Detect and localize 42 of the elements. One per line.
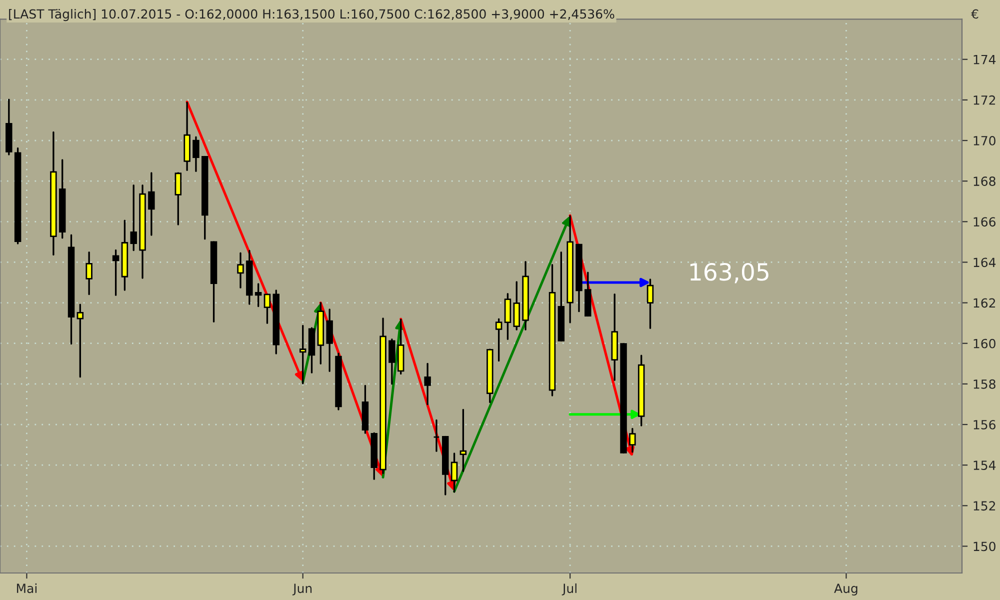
x-tick-label: Mai: [16, 583, 37, 594]
candlestick: [646, 278, 654, 329]
y-tick-label: 150: [974, 542, 996, 552]
y-tick-label: 174: [974, 55, 996, 64]
candlestick: [237, 252, 244, 288]
candlestick: [76, 304, 84, 378]
y-tick-label: 172: [974, 95, 996, 105]
candlestick: [326, 308, 333, 372]
y-axis-title: €: [971, 9, 978, 19]
candlestick: [148, 172, 155, 236]
y-tick-label: 166: [974, 217, 996, 227]
candlestick: [130, 184, 137, 252]
candlestick: [192, 136, 200, 172]
candlestick: [513, 281, 520, 330]
y-tick-label: 170: [974, 136, 996, 146]
candlestick: [460, 408, 467, 472]
y-tick-label: 156: [974, 420, 996, 430]
candlestick: [504, 293, 512, 340]
candlestick: [388, 338, 396, 385]
candlestick: [174, 172, 182, 226]
candlestick: [264, 294, 271, 324]
candlestick: [495, 318, 502, 362]
candlestick: [433, 419, 440, 452]
candlestick: [112, 249, 120, 296]
x-tick-label: Jul: [562, 583, 576, 596]
candlestick: [424, 362, 431, 406]
candlestick: [254, 283, 262, 308]
x-tick-label: Jun: [292, 584, 312, 596]
y-tick-label: 158: [974, 379, 996, 389]
x-tick-label: Aug: [834, 584, 858, 596]
candlestick: [629, 428, 636, 453]
y-tick-label: 154: [974, 460, 996, 470]
candlestick: [450, 452, 458, 493]
chart-title: [LAST Täglich] 10.07.2015 - O:162,0000 H:163,1500 L:160,7500 C:162,8500 +3,9000 +2,4536%: [9, 9, 614, 22]
candlestick: [299, 324, 306, 384]
y-tick-label: 168: [974, 176, 996, 186]
candlestick: [86, 251, 92, 296]
y-tick-label: 152: [974, 501, 996, 511]
annotation: 163,05: [690, 262, 768, 284]
y-tick-label: 160: [974, 338, 996, 348]
y-tick-label: 164: [974, 258, 996, 268]
y-tick-label: 162: [974, 298, 996, 308]
